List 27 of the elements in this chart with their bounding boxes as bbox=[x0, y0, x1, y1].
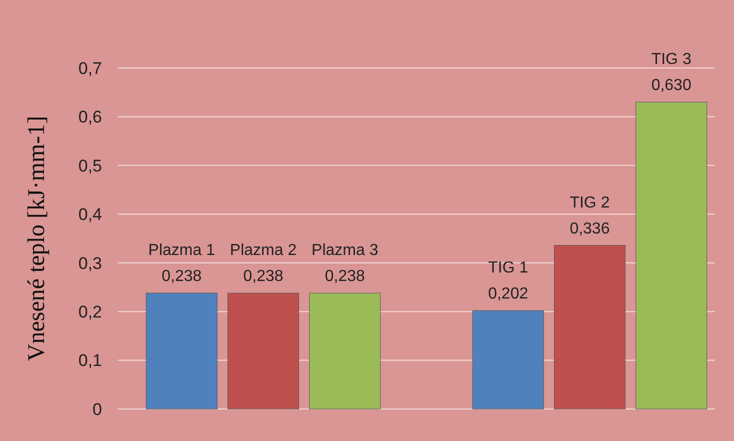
y-tick-label: 0,6 bbox=[78, 108, 102, 127]
y-tick-label: 0 bbox=[92, 400, 102, 419]
bar bbox=[228, 292, 300, 410]
y-tick-label: 0,5 bbox=[78, 156, 102, 176]
bar bbox=[146, 292, 218, 410]
y-tick-label: 0,7 bbox=[78, 58, 102, 78]
data-label: 0,238 bbox=[324, 268, 366, 286]
data-label: 0,202 bbox=[488, 286, 528, 303]
x-tick-label: TIG 2 bbox=[570, 194, 610, 212]
x-tick-label: TIG 1 bbox=[488, 260, 528, 277]
data-label: 0,238 bbox=[162, 268, 202, 286]
data-label: 0,630 bbox=[651, 77, 692, 94]
data-label: 0,238 bbox=[243, 268, 284, 286]
bar bbox=[636, 102, 708, 410]
x-tick-label: Plazma 2 bbox=[230, 242, 297, 260]
x-tick-label: Plazma 1 bbox=[148, 242, 216, 260]
y-axis-title: Vnesené teplo [kJ·mm-1] bbox=[24, 116, 50, 362]
x-tick-label: Plazma 3 bbox=[312, 242, 378, 260]
bar bbox=[472, 310, 544, 410]
y-tick-label: 0,3 bbox=[78, 254, 102, 273]
y-tick-label: 0,4 bbox=[78, 205, 102, 224]
x-tick-label: TIG 3 bbox=[651, 51, 692, 68]
bar bbox=[309, 292, 381, 410]
y-tick-label: 0,1 bbox=[78, 351, 102, 370]
bar bbox=[554, 245, 626, 410]
data-label: 0,336 bbox=[570, 220, 610, 238]
y-tick-label: 0,2 bbox=[78, 302, 102, 322]
